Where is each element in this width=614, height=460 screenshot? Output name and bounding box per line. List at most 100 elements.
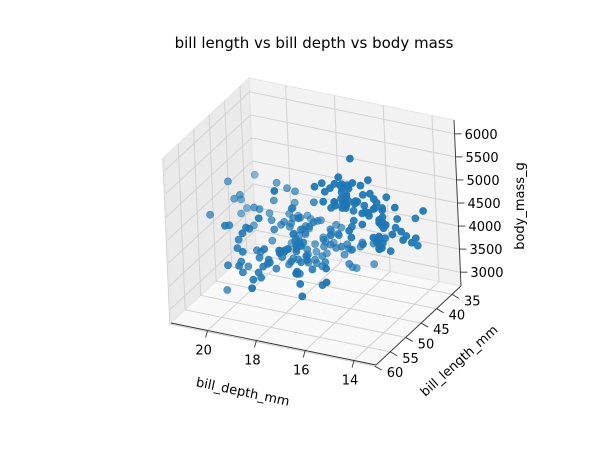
z-grid-line [168,183,459,264]
data-point [272,264,281,273]
data-point [260,245,269,254]
y-axis-label: bill_length_mm [418,323,502,400]
data-point [358,220,367,229]
data-point [242,223,250,232]
x-axis-line [170,322,377,366]
z-grid-line [165,114,456,195]
data-point [386,247,395,255]
data-point [332,220,340,229]
data-point [284,245,292,254]
data-point [308,265,317,274]
data-point [359,240,367,249]
data-point [230,194,239,203]
data-point [337,242,346,251]
x-tick-label: 20 [195,344,212,359]
data-point [390,203,399,212]
data-point [377,221,386,229]
data-point [268,236,277,245]
data-point [223,286,232,294]
z-grid-line [166,137,457,218]
data-point [334,173,343,182]
y-tick-mark [405,337,413,342]
data-point [283,184,291,193]
data-point [235,261,243,270]
data-point [334,230,342,238]
z-grid-line [167,160,458,241]
chart-title: bill length vs bill depth vs body mass [175,34,454,52]
data-point [370,260,379,268]
y-grid-line [177,143,391,353]
y-tick-label: 45 [433,323,450,338]
data-point [378,204,386,212]
y-tick-label: 60 [387,366,404,381]
data-point [318,252,327,260]
data-point [351,197,360,206]
y-grid-line [239,86,453,295]
data-point [341,201,350,210]
x-tick-label: 18 [244,354,261,369]
data-point [293,270,302,278]
data-point [233,244,242,252]
y-tick-label: 55 [402,352,419,367]
data-point [291,187,299,196]
y-tick-label: 35 [464,294,481,309]
data-points [206,154,427,301]
data-point [254,214,263,223]
data-point [255,205,264,213]
data-point [298,292,307,301]
data-point [360,201,369,210]
z-tick-label: 4500 [468,197,501,212]
data-point [320,242,328,251]
data-point [275,249,284,258]
data-point [369,205,378,213]
data-point [255,253,264,262]
x-tick-mark [302,350,306,358]
data-point [349,216,358,225]
data-point [358,190,367,199]
y-tick-label: 40 [449,309,466,324]
data-point [391,223,400,232]
data-point [356,181,365,190]
data-point [309,198,318,207]
data-point [234,235,243,244]
data-point [312,247,321,256]
data-point [311,240,319,248]
data-point [382,193,391,202]
data-point [287,257,295,266]
data-point [288,204,297,212]
data-point [298,225,307,234]
data-point [269,196,278,205]
data-point [399,236,407,244]
data-point [397,227,405,236]
data-point [292,247,301,256]
data-point [377,244,386,252]
data-point [361,207,370,216]
data-point [259,262,268,271]
z-tick-label: 5500 [466,151,499,166]
y-tick-mark [436,308,444,314]
data-point [238,247,247,256]
data-point [221,221,229,230]
data-point [243,204,251,212]
data-point [294,214,303,223]
data-point [270,225,279,234]
x-tick-mark [253,340,257,348]
data-point [244,262,253,271]
x-grid-line [304,105,391,351]
y-tick-mark [389,351,398,357]
data-point [343,181,352,189]
z-tick-label: 5000 [467,174,500,189]
data-point [349,206,358,215]
data-point [317,179,326,187]
z-tick-label: 3500 [469,243,502,258]
z-grid-line [164,91,455,172]
data-point [297,242,305,250]
data-point [345,154,354,163]
data-point [372,198,381,207]
x-grid-line [353,115,440,361]
y-grid-line [193,129,406,338]
data-point [267,216,276,225]
data-point [303,211,312,220]
